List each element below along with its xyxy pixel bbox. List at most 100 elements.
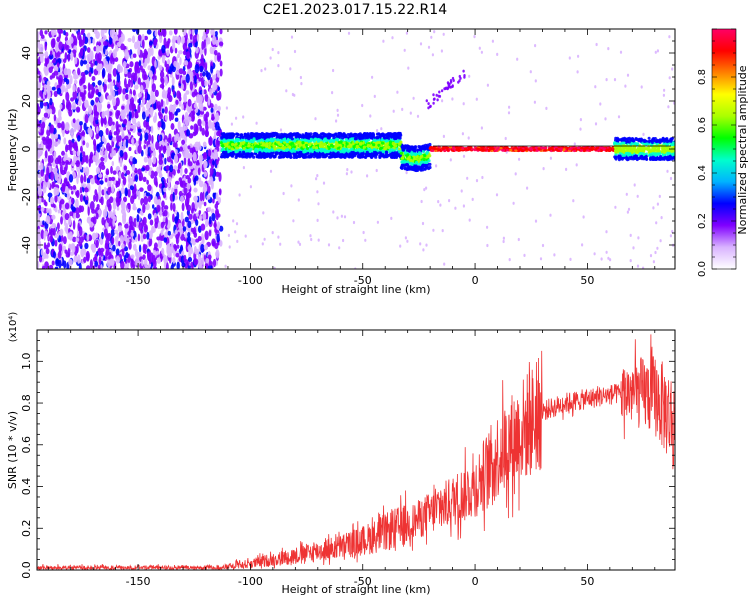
spectrogram-cell [204,62,208,71]
spectrogram-cell [139,187,144,192]
spectrogram-cell [309,137,313,141]
spectrogram-cell [181,103,184,111]
spectrogram-cell [203,113,208,122]
spectrogram-cell [154,112,157,122]
spectrogram-cell [461,132,464,136]
spectrogram-cell [388,149,392,153]
spectrogram-cell [49,235,54,243]
spectrogram-cell [128,241,132,250]
spectrogram-cell [132,202,136,211]
spectrogram-cell [437,200,440,204]
spectrogram-cell [277,133,281,137]
spectrogram-cell [54,239,58,247]
spectrogram-cell [142,233,147,240]
spectrogram-cell [130,138,135,144]
spectrogram-cell [109,196,114,204]
spectrogram-cell [300,82,303,86]
spectrogram-cell [120,260,125,269]
spectrogram-cell [92,155,97,162]
spectrogram-cell [133,217,137,228]
spectrogram-cell [132,157,137,165]
spectrogram-cell [166,149,170,158]
spectrogram-cell [619,50,623,54]
spectrogram-cell [147,48,152,58]
spectrogram-cell [193,177,197,186]
spectrogram-cell [61,184,66,193]
spectrogram-cell [202,182,208,193]
spectrogram-cell [59,103,63,110]
spectrogram-cell [150,125,154,134]
spectrogram-cell [118,29,122,38]
spectrogram-cell [185,175,190,180]
spectrogram-cell [420,199,423,204]
spectrogram-cell [103,79,108,85]
spectrogram-cell [147,184,152,192]
spectrogram-cell [343,215,347,219]
spectrogram-cell [145,109,150,117]
spectrogram-cell [346,168,349,172]
spectrogram-cell [173,243,177,249]
spectrogram-cell [52,58,56,64]
spectrogram-cell [227,145,231,149]
spectrogram-cell [202,212,207,221]
spectrogram-cell [84,199,89,205]
spectrogram-cell [199,191,203,202]
spectrogram-cell [40,196,44,203]
spectrogram-cell [210,208,215,215]
spectrogram-cell [364,238,367,242]
spectrogram-cell [88,37,91,45]
spectrogram-cell [403,48,406,52]
spectrogram-cell [178,177,183,182]
spectrogram-cell [65,91,70,102]
spectrogram-cell [178,68,184,75]
spectrogram-cell [82,35,86,44]
spectrogram-cell [218,172,222,182]
spectrogram-cell [466,176,469,180]
spectrogram-cell [109,81,114,87]
spectrogram-cell [212,159,215,166]
spectrogram-cell [496,52,499,57]
spectrogram-cell [70,97,75,102]
spectrogram-cell [79,152,83,163]
spectrogram-cell [50,38,56,49]
spectrogram-cell [317,238,320,242]
spectrogram-cell [101,144,105,152]
spectrogram-cell [143,35,149,41]
spectrogram-cell [167,230,171,236]
spectrogram-cell [193,187,198,193]
spectrogram-cell [172,142,176,148]
spectrogram-cell [486,83,489,87]
spectrogram-cell [244,143,248,147]
spectrogram-cell [165,165,170,171]
spectrogram-cell [57,155,62,164]
spectrogram-cell [54,133,59,139]
spectrogram-cell [119,234,124,244]
spectrogram-cell [666,169,669,173]
spectrogram-cell [43,76,47,81]
spectrogram-cell [122,60,127,68]
spectrogram-cell [71,160,75,167]
spectrogram-cell [462,102,465,106]
spectrogram-cell [100,196,104,206]
spectrogram-cell [108,36,113,45]
spectrogram-cell [146,231,150,240]
spectrogram-cell [137,34,142,42]
spectrogram-cell [137,47,141,56]
spectrogram-cell [39,100,44,109]
spectrogram-cell [94,260,99,267]
spectrogram-cell [70,51,74,62]
spectrogram-cell [184,111,189,120]
spectrogram-cell [188,213,193,220]
spectrogram-cell [431,53,434,57]
spectrogram-cell [198,214,203,221]
spectrogram-cell [86,234,90,242]
spectrogram-cell [312,139,316,143]
spectrogram-cell [58,235,62,242]
spectrogram-cell [289,67,292,71]
spectrogram-cell [78,37,83,48]
spectrogram-cell [147,133,152,143]
spectrogram-cell [187,244,192,252]
spectrogram-cell [73,79,78,85]
spectrogram-cell [210,65,214,74]
spectrogram-cell [206,72,211,81]
